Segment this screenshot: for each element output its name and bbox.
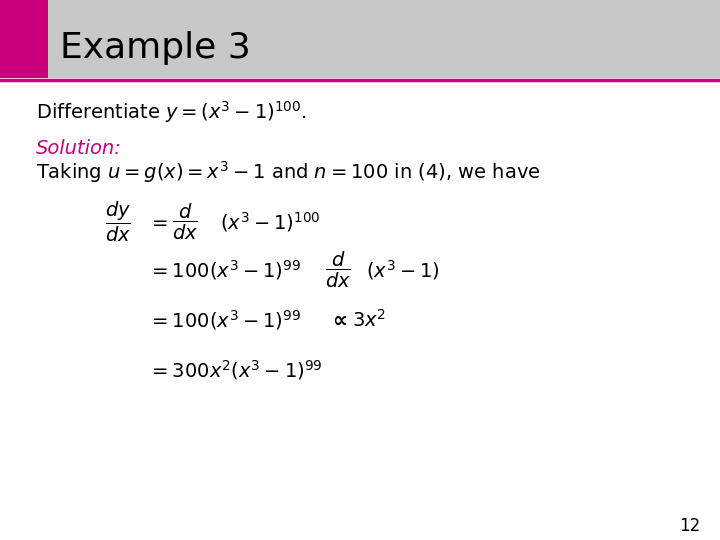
- Text: $(x^3 - 1)^{100}$: $(x^3 - 1)^{100}$: [220, 210, 320, 234]
- Text: $3x^2$: $3x^2$: [352, 309, 386, 331]
- Text: Differentiate $y = (x^3 - 1)^{100}$.: Differentiate $y = (x^3 - 1)^{100}$.: [36, 99, 307, 125]
- Text: $(x^3 - 1)$: $(x^3 - 1)$: [366, 258, 440, 282]
- Text: 12: 12: [679, 517, 700, 535]
- Text: $=$: $=$: [148, 213, 168, 231]
- Text: Solution:: Solution:: [36, 138, 122, 158]
- Text: $= 300x^2(x^3 - 1)^{99}$: $= 300x^2(x^3 - 1)^{99}$: [148, 358, 323, 382]
- Text: Taking $u = g(x) = x^3 - 1$ and $n = 100$ in (4), we have: Taking $u = g(x) = x^3 - 1$ and $n = 100…: [36, 159, 541, 185]
- FancyBboxPatch shape: [0, 0, 48, 78]
- Text: $= 100(x^3 - 1)^{99}$: $= 100(x^3 - 1)^{99}$: [148, 258, 301, 282]
- Text: $\boldsymbol{\propto}$: $\boldsymbol{\propto}$: [328, 310, 346, 329]
- Text: Example 3: Example 3: [60, 31, 251, 65]
- Text: $\dfrac{d}{dx}$: $\dfrac{d}{dx}$: [172, 202, 198, 242]
- Text: $\dfrac{dy}{dx}$: $\dfrac{dy}{dx}$: [105, 200, 131, 244]
- Text: $\dfrac{d}{dx}$: $\dfrac{d}{dx}$: [325, 250, 351, 290]
- FancyBboxPatch shape: [0, 0, 720, 78]
- Text: $= 100(x^3 - 1)^{99}$: $= 100(x^3 - 1)^{99}$: [148, 308, 301, 332]
